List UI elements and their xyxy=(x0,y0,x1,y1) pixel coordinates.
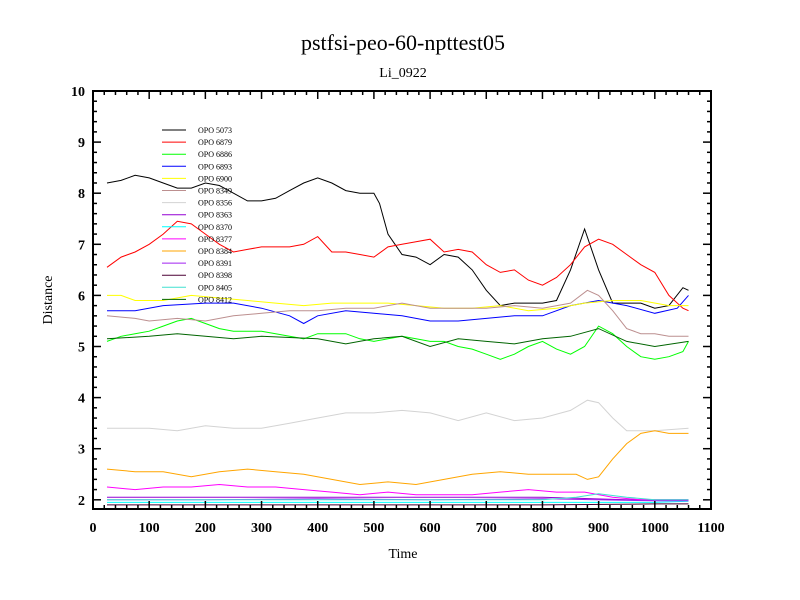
plot-frame xyxy=(92,90,712,510)
y-tick-label: 10 xyxy=(71,85,85,100)
legend-label: OPO 8363 xyxy=(198,211,232,220)
series-layer xyxy=(106,174,689,506)
axes-layer: 0 100 200 300 400 500 600 700 800 900 1000 1100 2 3 4 5… xyxy=(71,85,725,536)
y-tick-label: 2 xyxy=(78,494,85,509)
series-line-opo-8412 xyxy=(106,328,689,348)
y-tick-label: 6 xyxy=(78,289,85,304)
legend-label: OPO 6893 xyxy=(198,162,232,171)
series-line-opo-8405 xyxy=(107,493,689,501)
legend-label: OPO 5073 xyxy=(198,126,232,135)
legend-label: OPO 8405 xyxy=(198,283,232,292)
y-tick-label: 5 xyxy=(78,341,85,356)
legend-label: OPO 8398 xyxy=(198,271,232,280)
series-line-opo-8349 xyxy=(106,289,689,337)
y-tick-label: 8 xyxy=(78,187,85,202)
x-tick-label: 1100 xyxy=(697,521,724,536)
x-tick-label: 700 xyxy=(476,521,497,536)
series-line-opo-6886 xyxy=(106,317,689,360)
series-line-opo-8377 xyxy=(106,483,689,501)
legend-label: OPO 8356 xyxy=(198,199,232,208)
y-tick-label: 9 xyxy=(78,136,85,151)
series-line-opo-8356 xyxy=(107,399,689,432)
legend-label: OPO 8391 xyxy=(198,259,232,268)
legend-label: OPO 8377 xyxy=(198,235,232,244)
x-tick-label: 900 xyxy=(588,521,609,536)
legend-label: OPO 8370 xyxy=(198,223,232,232)
x-tick-label: 500 xyxy=(363,521,384,536)
series-line-opo-8384 xyxy=(106,430,689,486)
legend-label: OPO 6900 xyxy=(198,174,232,183)
x-tick-label: 200 xyxy=(195,521,216,536)
x-tick-label: 300 xyxy=(251,521,272,536)
legend-label: OPO 6886 xyxy=(198,150,232,159)
series-line-opo-6879 xyxy=(106,220,689,312)
series-line-opo-6893 xyxy=(107,295,689,325)
legend-label: OPO 8412 xyxy=(198,295,232,304)
x-tick-label: 800 xyxy=(532,521,553,536)
series-line-opo-6900 xyxy=(107,294,689,312)
y-axis-label: Distance xyxy=(41,276,56,325)
series-line-opo-5073 xyxy=(106,174,689,309)
legend-label: OPO 8384 xyxy=(198,247,232,256)
chart-subtitle: Li_0922 xyxy=(379,66,426,81)
legend-label: OPO 8349 xyxy=(198,187,232,196)
y-tick-label: 7 xyxy=(78,238,85,253)
x-tick-label: 1000 xyxy=(641,521,669,536)
x-tick-label: 600 xyxy=(420,521,441,536)
chart-title: pstfsi-peo-60-npttest05 xyxy=(301,30,505,55)
x-axis-label: Time xyxy=(388,547,417,562)
series-line-opo-8370 xyxy=(107,500,689,503)
series-line-opo-8398 xyxy=(107,503,689,506)
x-tick-label: 0 xyxy=(90,521,97,536)
y-tick-label: 3 xyxy=(78,443,85,458)
legend: OPO 5073 OPO 6879 OPO 6886 OPO 6893 OPO 6900… xyxy=(162,126,232,304)
y-tick-label: 4 xyxy=(78,392,85,407)
x-tick-label: 400 xyxy=(307,521,328,536)
legend-label: OPO 6879 xyxy=(198,138,232,147)
x-tick-label: 100 xyxy=(139,521,160,536)
